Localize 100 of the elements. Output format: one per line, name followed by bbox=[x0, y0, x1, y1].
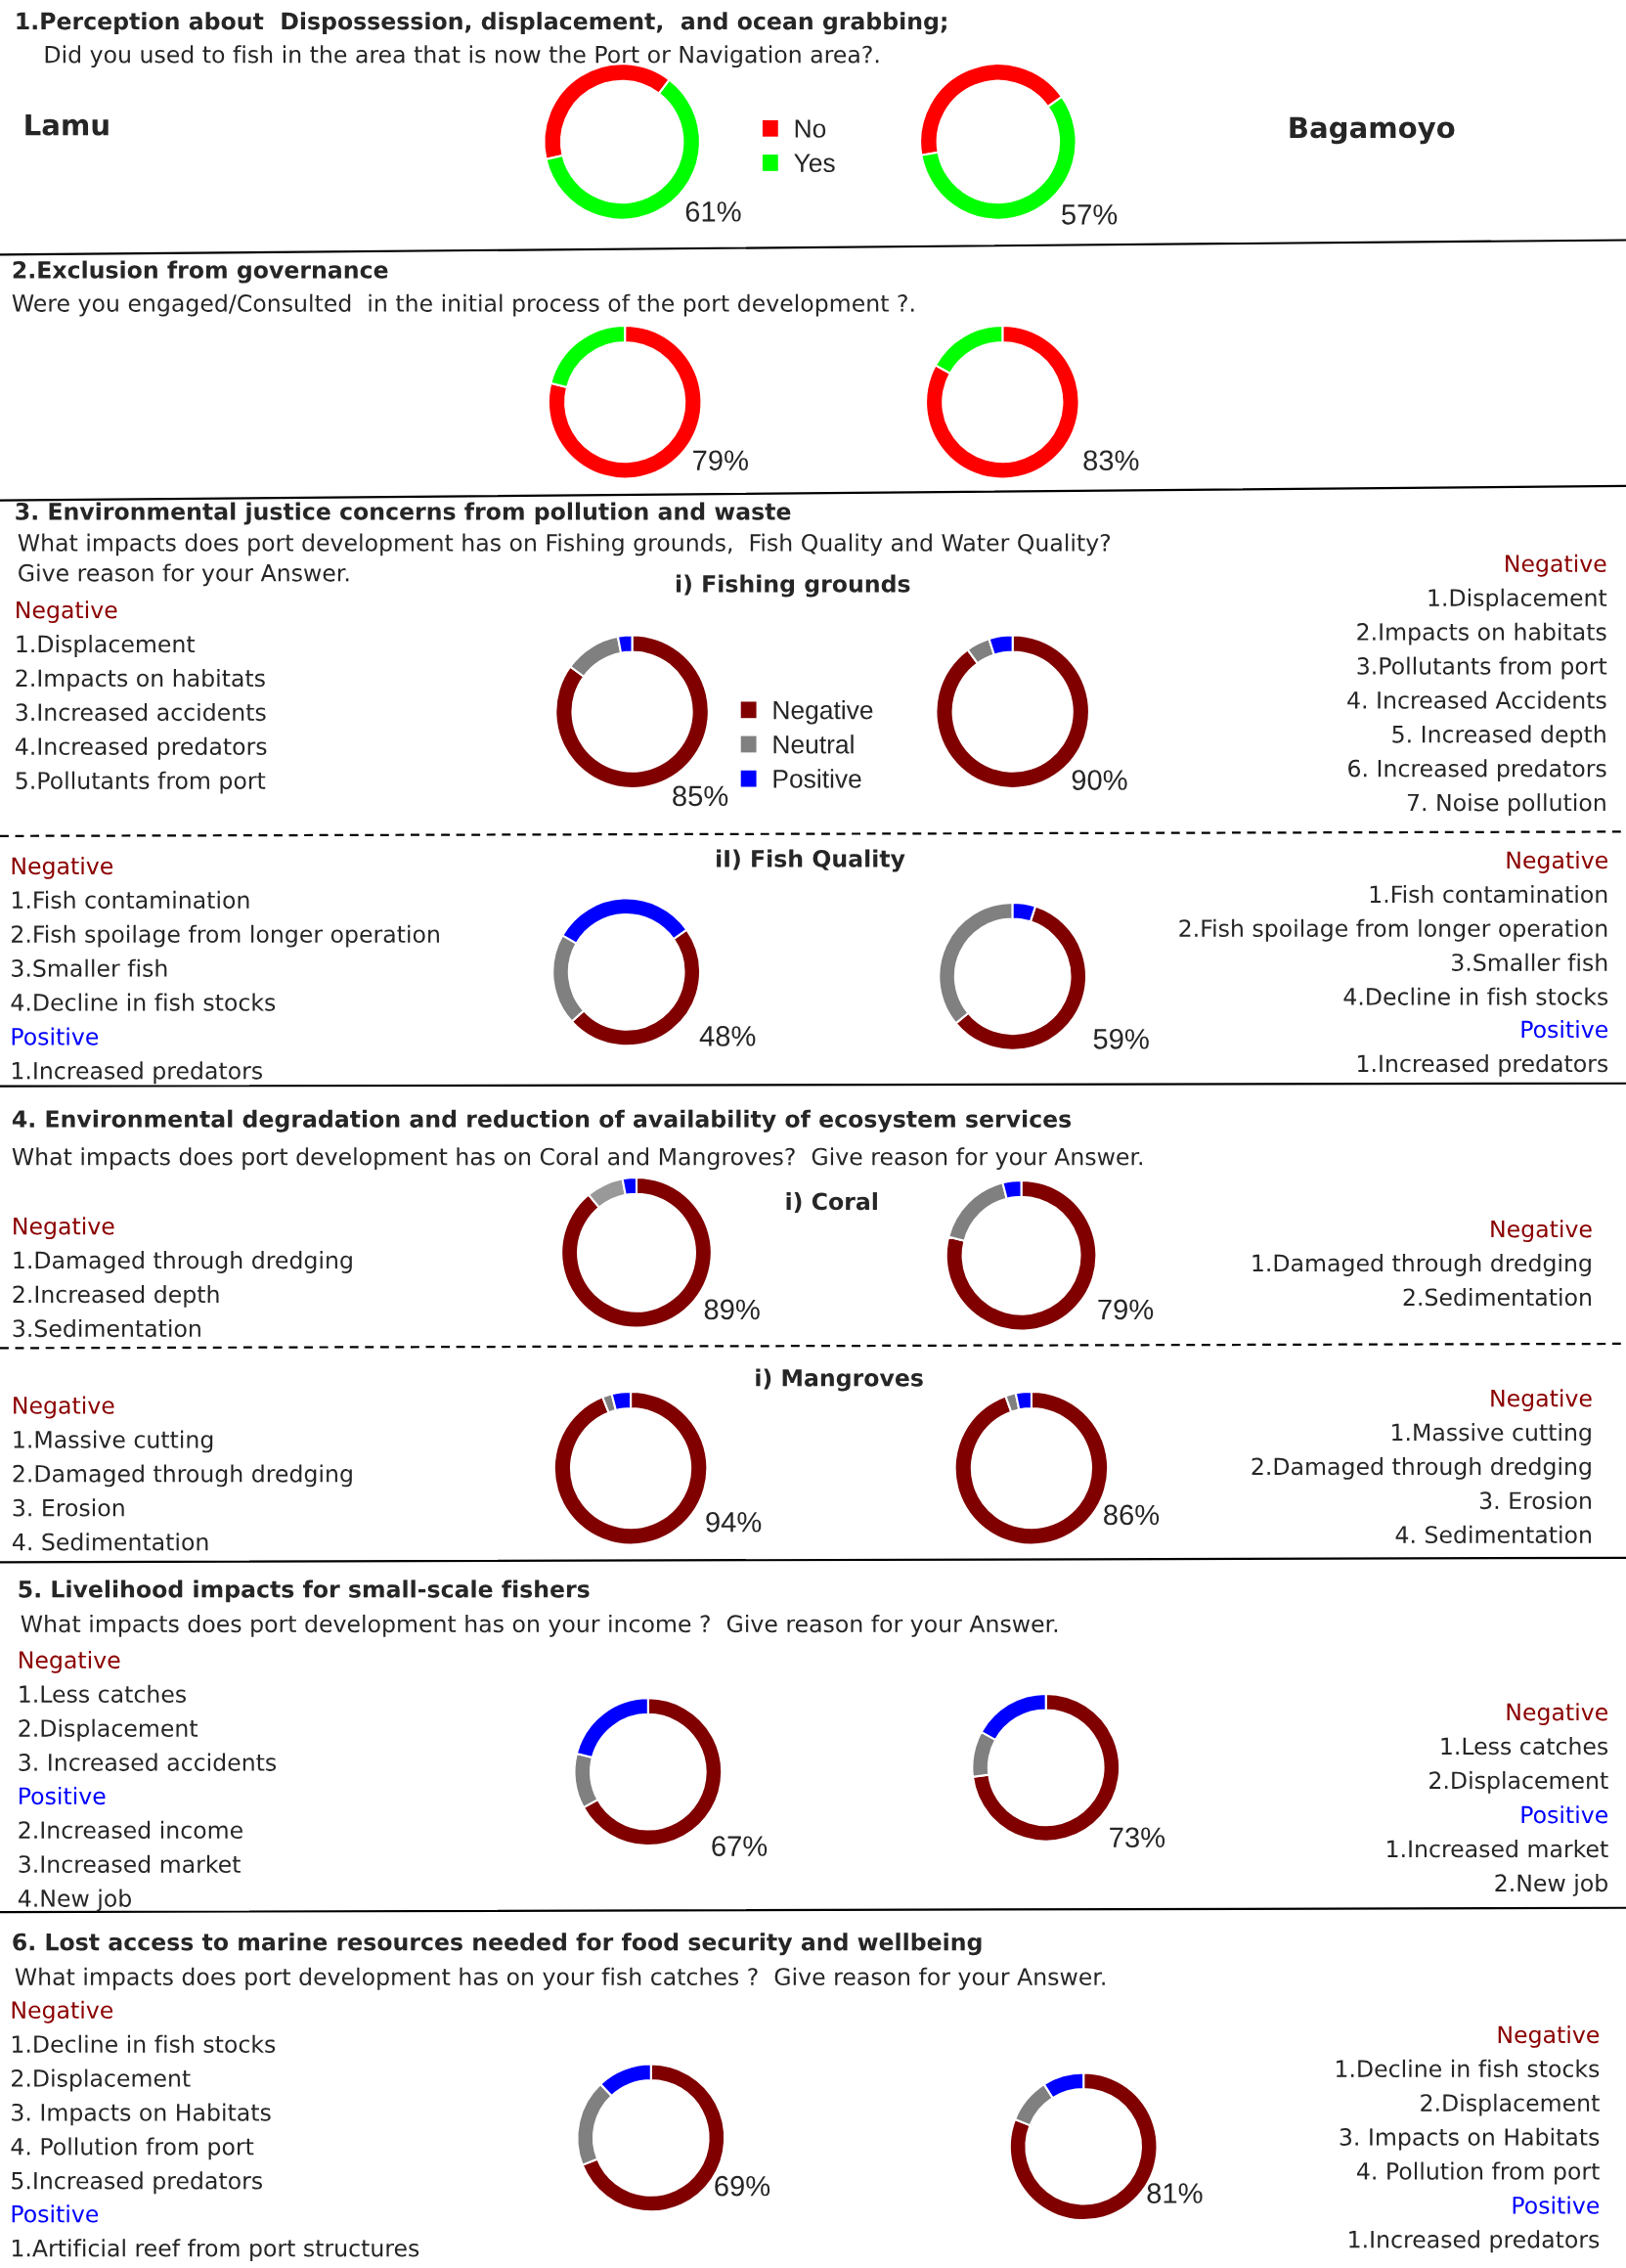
text: 2.Displacement bbox=[19, 1718, 198, 1742]
text: 4. Pollution from port bbox=[11, 2137, 254, 2160]
text: Negative bbox=[1507, 1703, 1607, 1725]
text: 2.Increased depth bbox=[13, 1285, 219, 1308]
text: 1.Fish contamination bbox=[12, 890, 249, 910]
text: Negative bbox=[1491, 1220, 1592, 1243]
legend-label: Negative bbox=[773, 700, 873, 725]
text: 3.Increased accidents bbox=[16, 702, 266, 722]
text: i) Mangroves bbox=[756, 1368, 923, 1392]
text: Did you used to fish in the area that is now the Port or Navigation area?. bbox=[45, 45, 879, 68]
text: 1.Perception about Dispossession, displacement, and ocean grabbing; bbox=[17, 12, 946, 35]
text: 2.Sedimentation bbox=[1403, 1287, 1591, 1307]
text: 1.Artificial reef from port structures bbox=[12, 2239, 419, 2262]
data-label: 86% bbox=[1104, 1504, 1160, 1526]
text: Positive bbox=[1521, 1020, 1607, 1039]
legend-label: Neutral bbox=[773, 734, 854, 754]
text: Negative bbox=[17, 600, 117, 624]
text: 3.Pollutants from port bbox=[1357, 656, 1607, 680]
donut-slice bbox=[945, 1178, 1098, 1332]
text: 3. Erosion bbox=[1479, 1490, 1591, 1510]
text: 1.Increased predators bbox=[12, 1061, 262, 1085]
text: 4. Sedimentation bbox=[12, 1533, 208, 1551]
text: Negative bbox=[20, 1650, 120, 1673]
text: Bagamoyo bbox=[1290, 116, 1455, 145]
text: 2.Damaged through dredging bbox=[13, 1464, 352, 1488]
text: What impacts does port development has on your fish catches ? Give reason for your Answer. bbox=[15, 1967, 1105, 1990]
text: 4.Decline in fish stocks bbox=[11, 993, 276, 1011]
text: 3.Sedimentation bbox=[13, 1318, 200, 1338]
text: 3. Impacts on Habitats bbox=[12, 2103, 271, 2126]
text: 1.Increased predators bbox=[1358, 1053, 1608, 1077]
text: 2.Impacts on habitats bbox=[1357, 622, 1606, 645]
text: 1.Massive cutting bbox=[1392, 1423, 1591, 1445]
text: 1.Less catches bbox=[1441, 1737, 1608, 1756]
text: 4. Pollution from port bbox=[1357, 2161, 1600, 2185]
data-label: 61% bbox=[685, 201, 741, 222]
text: Negative bbox=[12, 2000, 113, 2023]
data-label: 73% bbox=[1110, 1827, 1165, 1848]
text: 2.New job bbox=[1495, 1873, 1607, 1896]
text: 3.Smaller fish bbox=[12, 958, 167, 977]
text: 1.Damaged through dredging bbox=[14, 1251, 352, 1273]
text: 1.Increased predators bbox=[1349, 2230, 1600, 2253]
text: 4.Increased predators bbox=[15, 736, 267, 760]
text: 2.Increased income bbox=[19, 1820, 242, 1840]
text: 3. Increased accidents bbox=[19, 1753, 277, 1771]
text: 1.Fish contamination bbox=[1370, 884, 1607, 904]
text: 5. Livelihood impacts for small-scale fishers bbox=[19, 1579, 590, 1603]
text: What impacts does port development has on Coral and Mangroves? Give reason for your Answer. bbox=[12, 1147, 1142, 1171]
text: Negative bbox=[14, 1217, 114, 1240]
text: Positive bbox=[20, 1786, 106, 1805]
text: 2.Fish spoilage from longer operation bbox=[1179, 918, 1607, 942]
text: 3.Increased market bbox=[19, 1854, 241, 1873]
data-label: 90% bbox=[1072, 770, 1127, 790]
text: 4. Increased Accidents bbox=[1347, 690, 1606, 709]
text: 3.Smaller fish bbox=[1452, 953, 1607, 972]
text: i) Coral bbox=[786, 1192, 877, 1214]
text: 7. Noise pollution bbox=[1407, 793, 1605, 817]
text: 6. Lost access to marine resources needed for food security and wellbeing bbox=[13, 1933, 982, 1956]
text: 1.Increased market bbox=[1387, 1840, 1608, 1858]
data-label: 67% bbox=[712, 1836, 768, 1856]
text: Negative bbox=[1498, 2024, 1600, 2048]
text: Negative bbox=[1506, 554, 1606, 577]
text: 5. Increased depth bbox=[1392, 725, 1605, 748]
text: Positive bbox=[1521, 1805, 1607, 1824]
text: iI) Fish Quality bbox=[717, 849, 905, 872]
text: 2.Displacement bbox=[12, 2068, 191, 2092]
text: 4. Sedimentation bbox=[1395, 1525, 1591, 1544]
text: Lamu bbox=[25, 113, 109, 136]
text: 1.Less catches bbox=[20, 1684, 186, 1704]
text: i) Fishing grounds bbox=[677, 574, 910, 598]
text: 2.Damaged through dredging bbox=[1252, 1457, 1591, 1480]
data-label: 57% bbox=[1062, 204, 1118, 225]
text: Negative bbox=[1491, 1389, 1592, 1412]
text: Positive bbox=[12, 2204, 99, 2223]
text: 1.Displacement bbox=[1428, 588, 1607, 611]
text: 2.Displacement bbox=[1421, 2093, 1600, 2116]
data-label: 48% bbox=[699, 1026, 756, 1046]
legend-label: Positive bbox=[773, 769, 861, 788]
text: Positive bbox=[12, 1027, 99, 1045]
legend-label: Yes bbox=[794, 154, 835, 173]
data-label: 79% bbox=[693, 450, 748, 471]
text: What impacts does port development has on your income ? Give reason for your Answer. bbox=[21, 1614, 1058, 1637]
text: Positive bbox=[1513, 2196, 1600, 2214]
text: 2.Impacts on habitats bbox=[16, 668, 265, 691]
text: 1.Damaged through dredging bbox=[1252, 1254, 1591, 1276]
text: 2.Exclusion from governance bbox=[13, 260, 388, 284]
text: Negative bbox=[14, 1396, 114, 1419]
text: 2.Fish spoilage from longer operation bbox=[12, 924, 439, 948]
text: 1.Decline in fish stocks bbox=[1337, 2059, 1600, 2078]
text: Were you engaged/Consulted in the initial process of the port development ?. bbox=[12, 293, 914, 317]
data-label: 69% bbox=[715, 2175, 770, 2197]
donut-slice bbox=[924, 324, 1080, 480]
legend-label: No bbox=[795, 119, 826, 138]
data-label: 89% bbox=[704, 1299, 760, 1320]
text: 1.Massive cutting bbox=[14, 1430, 213, 1453]
data-label: 85% bbox=[673, 785, 728, 807]
text: 1.Decline in fish stocks bbox=[12, 2034, 276, 2053]
text: Negative bbox=[12, 856, 113, 879]
data-label: 79% bbox=[1098, 1299, 1154, 1320]
text: 3. Impacts on Habitats bbox=[1340, 2127, 1600, 2151]
text: 5.Increased predators bbox=[12, 2171, 262, 2195]
